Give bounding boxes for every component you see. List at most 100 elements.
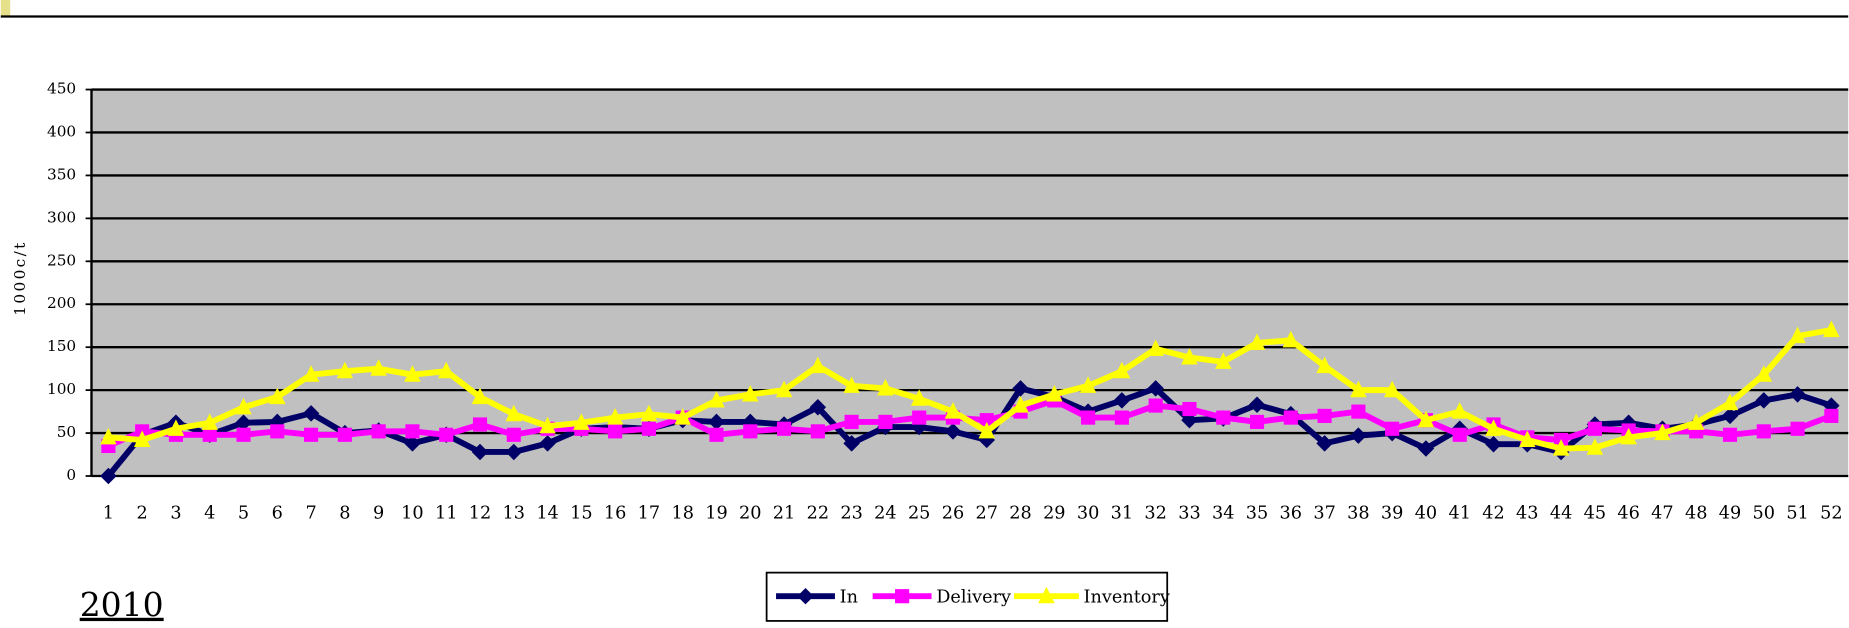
x-tick-label: 27	[976, 504, 998, 524]
marker	[809, 356, 827, 374]
marker	[1282, 330, 1300, 348]
x-tick-label: 50	[1753, 504, 1775, 524]
marker	[270, 424, 285, 439]
x-tick-label: 8	[339, 504, 350, 524]
marker	[1214, 352, 1232, 369]
marker	[1552, 439, 1570, 456]
x-tick-label: 34	[1212, 504, 1234, 524]
marker	[437, 361, 455, 379]
marker	[404, 365, 421, 382]
marker	[877, 378, 894, 396]
x-tick-label: 5	[238, 504, 249, 524]
marker	[742, 384, 759, 402]
marker	[674, 408, 691, 425]
x-tick-label: 29	[1043, 504, 1065, 524]
marker	[708, 391, 725, 408]
x-tick-label: 21	[773, 504, 795, 524]
marker	[1586, 438, 1604, 455]
marker	[1350, 380, 1367, 398]
x-tick-label: 32	[1144, 504, 1166, 524]
x-tick-label: 14	[536, 504, 558, 524]
marker	[1452, 427, 1467, 442]
marker	[337, 427, 352, 442]
marker	[1654, 423, 1671, 441]
x-tick-label: 10	[401, 504, 423, 524]
x-tick-label: 42	[1482, 504, 1504, 524]
marker	[100, 427, 117, 445]
marker	[775, 380, 793, 398]
x-tick-label: 22	[807, 504, 829, 524]
marker	[1038, 586, 1055, 604]
x-tick-label: 3	[170, 504, 181, 524]
marker	[1755, 365, 1773, 382]
x-tick-label: 16	[604, 504, 626, 524]
marker	[236, 427, 251, 442]
marker	[1824, 408, 1839, 423]
marker	[797, 587, 814, 605]
marker	[167, 419, 185, 436]
marker	[471, 443, 489, 461]
marker	[405, 424, 420, 439]
x-tick-label: 7	[305, 504, 316, 524]
marker	[878, 414, 893, 429]
marker	[1417, 410, 1435, 428]
marker	[1790, 421, 1805, 436]
marker	[1789, 386, 1806, 403]
x-tick-label: 39	[1381, 504, 1403, 524]
x-tick-label: 40	[1415, 504, 1437, 524]
marker	[1620, 427, 1637, 445]
marker	[539, 435, 556, 452]
x-tick-label: 6	[272, 504, 283, 524]
x-tick-label: 33	[1178, 504, 1200, 524]
marker	[1147, 339, 1164, 356]
marker	[1114, 410, 1129, 425]
x-tick-label: 1	[103, 504, 114, 524]
marker	[371, 424, 386, 439]
marker	[1823, 320, 1840, 338]
marker	[505, 404, 523, 422]
x-tick-label: 36	[1280, 504, 1302, 524]
plot-area	[91, 89, 1849, 477]
marker	[133, 430, 151, 448]
series-line	[108, 327, 1832, 452]
x-tick-label: 17	[638, 504, 660, 524]
marker	[1383, 380, 1401, 398]
marker	[1249, 414, 1265, 429]
marker	[1081, 410, 1096, 425]
marker	[1789, 326, 1806, 344]
y-tick-label: 100	[47, 380, 76, 398]
marker	[201, 413, 218, 430]
marker	[1148, 398, 1163, 413]
marker	[910, 389, 928, 406]
marker	[1451, 402, 1468, 419]
marker	[844, 414, 859, 429]
marker	[1046, 384, 1063, 402]
marker	[743, 424, 758, 439]
x-tick-label: 12	[469, 504, 491, 524]
marker	[573, 413, 590, 430]
marker	[202, 427, 217, 442]
x-tick-label: 52	[1820, 504, 1842, 524]
marker	[944, 402, 962, 419]
marker	[776, 421, 792, 436]
marker	[506, 427, 521, 442]
marker	[471, 387, 489, 405]
y-tick-label: 450	[47, 80, 76, 98]
x-tick-label: 47	[1651, 504, 1673, 524]
marker	[1079, 376, 1097, 393]
marker	[269, 387, 286, 405]
marker	[1181, 348, 1198, 365]
marker	[1316, 356, 1333, 374]
marker	[302, 405, 320, 422]
x-tick-label: 19	[705, 504, 727, 524]
x-tick-label: 28	[1009, 504, 1031, 524]
x-tick-label: 35	[1246, 504, 1268, 524]
marker	[1587, 421, 1602, 436]
marker	[708, 413, 725, 431]
marker	[709, 427, 724, 442]
marker	[539, 416, 556, 434]
y-axis-title: 1000c/t	[11, 240, 29, 315]
x-tick-label: 20	[739, 504, 761, 524]
x-tick-label: 4	[204, 504, 215, 524]
